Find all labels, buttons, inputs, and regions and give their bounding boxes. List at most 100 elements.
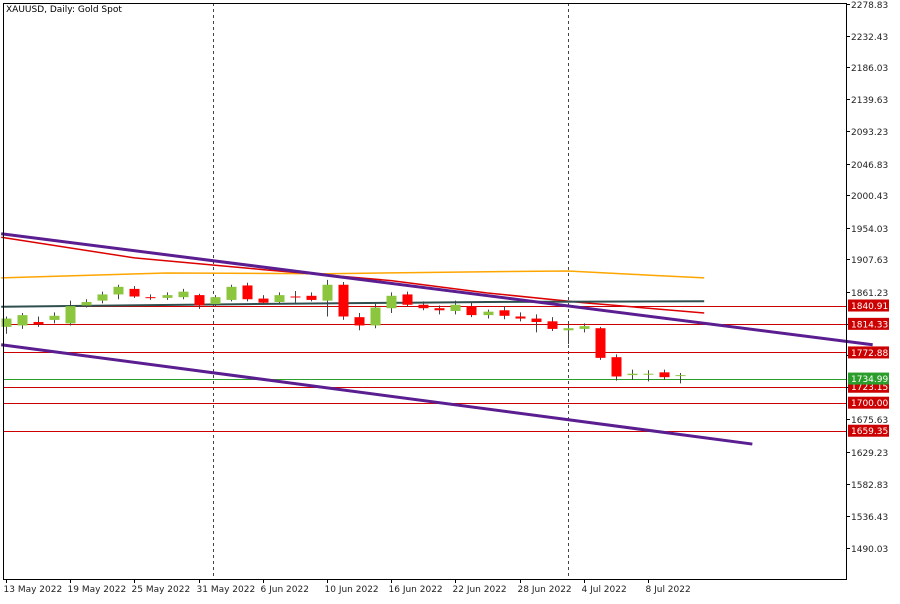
candle-39[interactable] [627,369,638,380]
candle-12[interactable] [194,293,205,309]
channel-trendline-1[interactable] [0,343,753,446]
moving-average-orange [1,270,705,279]
price-tag-1772.88: 1772.88 [851,349,888,359]
candle-body [675,375,686,377]
candle-body [370,307,381,326]
candle-body [643,373,654,375]
y-axis-tick-label: 1675.63 [851,416,888,426]
candle-body [226,286,237,300]
candle-37[interactable] [595,326,606,360]
candle-38[interactable] [611,354,622,381]
current-price-tag: 1734.99 [851,375,888,385]
price-tag-1700.00-bg [848,396,889,409]
price-tag-1840.91: 1840.91 [851,302,888,312]
candle-4[interactable] [65,300,76,326]
y-axis-tick-label: 2046.83 [851,161,888,171]
y-axis-tick-label: 2186.03 [851,64,888,74]
candle-31[interactable] [499,306,510,320]
candle-11[interactable] [178,288,189,300]
price-tag-1659.35: 1659.35 [851,427,888,437]
candle-body [1,318,12,327]
price-tag-1814.33: 1814.33 [851,320,888,330]
candle-body [434,308,445,311]
candle-40[interactable] [643,370,654,382]
x-axis-tick-label: 25 May 2022 [132,585,191,595]
candle-13[interactable] [210,295,221,307]
candle-16[interactable] [258,295,269,305]
candle-36[interactable] [579,323,590,333]
candle-3[interactable] [49,312,60,324]
candle-10[interactable] [162,292,173,300]
candle-body [531,318,542,323]
candle-14[interactable] [226,284,237,302]
candle-body [290,296,301,298]
candle-body [65,306,76,324]
candle-33[interactable] [531,314,542,333]
candle-0[interactable] [1,316,12,334]
price-tag-1840.91-bg [848,299,889,312]
candle-body [466,306,477,316]
moving-average-red [1,236,705,314]
candle-27[interactable] [434,305,445,315]
candle-body [418,304,429,309]
candle-body [178,291,189,298]
candle-6[interactable] [97,291,108,304]
candle-body [242,285,253,300]
y-axis-tick-label: 1490.03 [851,545,888,555]
candle-body [402,294,413,305]
candle-42[interactable] [675,373,686,384]
candle-15[interactable] [242,282,253,302]
y-axis-tick-label: 1907.63 [851,256,888,266]
candle-body [145,297,156,299]
candle-21[interactable] [338,282,349,320]
candle-41[interactable] [659,369,670,380]
x-axis-tick-label: 6 Jun 2022 [261,585,309,595]
candle-1[interactable] [17,313,28,329]
current-price-tag-bg [848,372,889,385]
candle-28[interactable] [450,300,461,315]
price-tag-1772.88-bg [848,346,889,359]
candle-18[interactable] [290,290,301,303]
candle-8[interactable] [129,286,140,298]
candle-30[interactable] [483,309,494,319]
candle-34[interactable] [547,317,558,331]
candle-35[interactable] [563,324,574,345]
x-axis-tick-label: 4 Jul 2022 [582,585,627,595]
candle-body [450,304,461,311]
candle-5[interactable] [81,299,92,308]
x-axis-tick-label: 8 Jul 2022 [646,585,691,595]
y-axis-tick-label: 2232.43 [851,33,888,43]
candle-17[interactable] [274,292,285,305]
candle-19[interactable] [306,292,317,302]
candle-body [354,317,365,326]
y-axis-tick-label: 2000.43 [851,192,888,202]
candle-body [322,284,333,301]
candle-23[interactable] [370,302,381,329]
candle-body [386,295,397,309]
candle-22[interactable] [354,313,365,331]
x-axis-tick-label: 22 Jun 2022 [453,585,507,595]
candle-body [547,321,558,329]
candle-26[interactable] [418,301,429,311]
x-axis-tick-label: 10 Jun 2022 [325,585,379,595]
candle-20[interactable] [322,279,333,317]
price-tag-1659.35-bg [848,424,889,437]
channel-trendline-0[interactable] [0,232,873,347]
candle-32[interactable] [515,312,526,322]
x-axis-tick-label: 19 May 2022 [68,585,127,595]
candle-body [81,302,92,306]
candle-29[interactable] [466,302,477,318]
candle-9[interactable] [145,294,156,300]
y-axis-tick-label: 2278.83 [851,1,888,11]
candle-7[interactable] [113,284,124,300]
y-axis-tick-label: 1582.83 [851,481,888,491]
candle-body [579,326,590,329]
candle-body [129,288,140,297]
candle-2[interactable] [33,316,44,327]
candle-24[interactable] [386,292,397,314]
candle-25[interactable] [402,291,413,307]
candle-body [97,294,108,301]
y-axis-tick-label: 1954.03 [851,225,888,235]
